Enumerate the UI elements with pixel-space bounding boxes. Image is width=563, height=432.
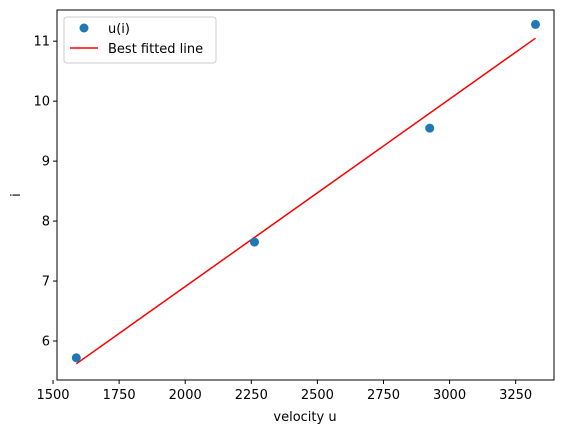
x-axis-label: velocity u bbox=[273, 410, 336, 425]
y-tick-label: 9 bbox=[42, 155, 50, 170]
x-tick-label: 1500 bbox=[36, 388, 69, 403]
y-tick-label: 10 bbox=[33, 95, 50, 110]
legend-box bbox=[63, 16, 217, 64]
x-tick-label: 2250 bbox=[235, 388, 268, 403]
y-tick-label: 8 bbox=[42, 215, 50, 230]
legend-marker-scatter bbox=[79, 23, 89, 33]
x-tick-label: 1750 bbox=[103, 388, 136, 403]
data-point bbox=[530, 19, 540, 29]
y-tick-label: 7 bbox=[42, 275, 50, 290]
data-point bbox=[71, 353, 81, 363]
x-tick-label: 2000 bbox=[169, 388, 202, 403]
x-tick-label: 3250 bbox=[499, 388, 532, 403]
plot-frame bbox=[56, 9, 555, 381]
x-tick-label: 3000 bbox=[433, 388, 466, 403]
legend-entry-line: Best fitted line bbox=[108, 42, 203, 57]
y-tick-label: 11 bbox=[33, 35, 50, 50]
legend: u(i) Best fitted line bbox=[63, 16, 217, 64]
x-tick-label: 2500 bbox=[301, 388, 334, 403]
tick-layer: 1500 1750 2000 2250 2500 2750 3000 3250 6 7 8 9 10 11 bbox=[33, 35, 532, 403]
y-axis-label: i bbox=[9, 193, 24, 197]
y-tick-label: 6 bbox=[42, 335, 50, 350]
data-layer bbox=[71, 19, 540, 365]
data-point bbox=[249, 237, 259, 247]
legend-entry-scatter: u(i) bbox=[108, 22, 130, 37]
data-point bbox=[425, 123, 435, 133]
x-tick-label: 2750 bbox=[367, 388, 400, 403]
fitted-line bbox=[75, 37, 536, 365]
